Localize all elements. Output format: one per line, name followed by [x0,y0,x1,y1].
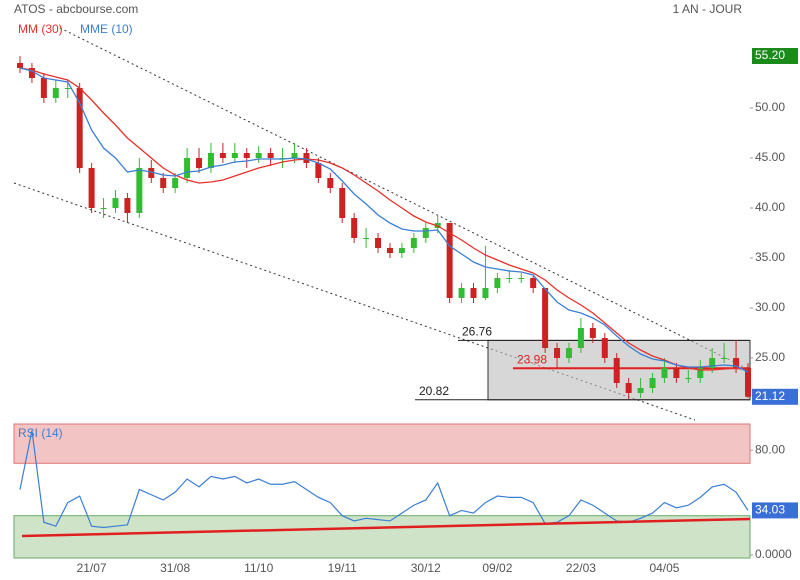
y-tick-label: 25.00 [755,350,785,364]
candle-body [148,168,155,178]
candle-body [446,223,453,298]
candle-body [160,178,167,188]
y-tick-label: 45.00 [755,150,785,164]
candle-body [243,153,250,158]
candle-body [554,348,561,358]
candle-body [398,248,405,253]
level-label: 20.82 [419,384,449,398]
candle-body [315,163,322,178]
candle-body [112,198,119,208]
ma-line [19,67,749,371]
candle-body [303,153,310,163]
candle-body [410,238,417,248]
candle-body [172,178,179,188]
candle-body [184,158,191,178]
candle-body [745,368,751,397]
candle-body [625,383,632,393]
candle-body [124,198,131,213]
chart-title: ATOS - abcbourse.com [14,2,138,16]
candle-body [697,368,704,378]
candle-body [219,153,226,158]
candle-body [363,238,370,239]
x-tick-label: 11/10 [244,561,273,575]
panel-title: RSI (14) [18,426,63,440]
candle-body [136,168,143,213]
candle-body [291,153,298,158]
candle-body [601,338,608,358]
last-box [752,388,798,405]
candle-body [52,88,59,98]
chart-subtitle: 1 AN - JOUR [673,2,743,16]
candle-body [17,63,23,68]
candle-body [327,178,334,188]
x-tick-label: 19/11 [328,561,357,575]
y-tick-label: 50.00 [755,100,785,114]
x-tick-label: 31/08 [160,561,190,575]
candle-body [255,153,262,158]
candle-body [196,158,203,168]
candle-body [64,88,71,89]
overbought-zone [13,423,751,464]
candle-body [76,88,83,168]
y-tick-label: 0.0000 [755,547,792,561]
candle-body [207,153,214,168]
rsi-support-line [21,517,751,538]
candle-body [721,358,728,359]
x-tick-label: 22/03 [566,561,596,575]
trend-line [59,27,751,371]
level-label: 26.76 [462,325,492,339]
candle-body [542,288,549,348]
candle-body [649,378,656,388]
candle-body [351,218,358,238]
last-label: 21.12 [755,389,785,403]
ma-line [19,67,749,373]
candle-body [613,358,620,383]
x-tick-label: 30/12 [411,561,441,575]
high-label: 55.20 [755,48,785,62]
candle-body [482,288,489,298]
candle-body [518,278,525,279]
candle-body [458,288,465,298]
candle-body [685,378,692,379]
candle-body [231,153,238,158]
y-tick-label: 35.00 [755,250,785,264]
x-tick-label: 21/07 [77,561,107,575]
candle-body [530,278,537,288]
candle-body [88,168,95,208]
candle-body [733,358,740,368]
candle-body [100,208,107,209]
candle-body [375,238,382,248]
candle-body [470,288,477,298]
candle-body [267,153,274,158]
candle-body [589,328,596,338]
candle-body [709,358,716,368]
high-box [752,48,798,64]
x-tick-label: 04/05 [649,561,679,575]
y-tick-label: 30.00 [755,300,785,314]
candle-body [386,248,393,253]
candle-body [422,228,429,238]
candle-body [637,388,644,393]
candle-body [673,368,680,378]
y-tick-label: 40.00 [755,200,785,214]
y-tick-label: 80.00 [755,442,785,456]
legend-entry: MME (10) [80,22,133,36]
legend-entry: MM (30) [18,22,63,36]
last-box [752,502,798,519]
last-label: 34.03 [755,503,785,517]
x-tick-label: 09/02 [482,561,512,575]
candle-body [28,68,35,78]
candle-body [565,348,572,358]
candle-body [506,278,513,279]
candle-body [40,78,47,98]
candle-body [577,328,584,348]
candle-body [661,368,668,378]
candle-body [339,188,346,218]
level-label: 23.98 [517,352,547,366]
candle-body [494,278,501,288]
